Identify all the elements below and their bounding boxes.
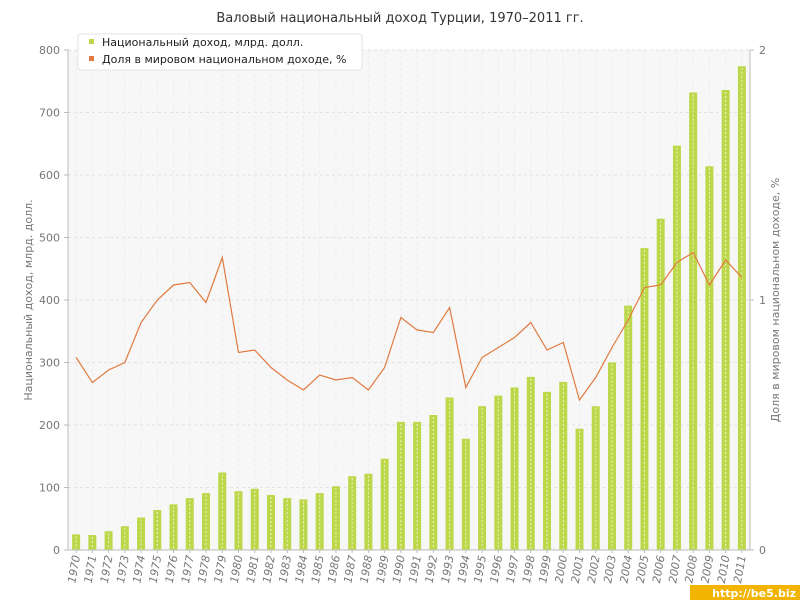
- x-tick-label: 2005: [634, 554, 652, 584]
- x-tick-label: 1996: [488, 554, 506, 584]
- x-tick-label: 2003: [601, 554, 619, 584]
- x-tick-label: 1971: [82, 554, 100, 584]
- x-tick-label: 1975: [147, 554, 165, 584]
- legend-label-bar: Национальный доход, млрд. долл.: [102, 36, 303, 49]
- bar[interactable]: [299, 499, 308, 550]
- bar[interactable]: [494, 395, 503, 550]
- bar[interactable]: [510, 387, 519, 551]
- y-tick-label-left: 0: [53, 544, 60, 557]
- x-tick-label: 2008: [682, 554, 700, 584]
- watermark[interactable]: http://be5.biz: [690, 585, 800, 600]
- legend-label-line: Доля в мировом национальном доходе, %: [102, 53, 346, 66]
- y-tick-label-left: 500: [39, 232, 60, 245]
- line-series: [75, 251, 743, 402]
- x-tick-label: 1976: [163, 554, 181, 584]
- x-tick-label: 1972: [98, 554, 116, 584]
- x-tick-label: 2011: [731, 554, 749, 584]
- y-tick-label-left: 800: [39, 44, 60, 57]
- y-tick-label-right: 2: [759, 44, 766, 57]
- y-tick-label-right: 1: [759, 294, 766, 307]
- x-tick-label: 2010: [715, 554, 733, 584]
- bar[interactable]: [202, 493, 211, 550]
- x-tick-label: 2007: [666, 554, 684, 584]
- y-tick-label-left: 300: [39, 357, 60, 370]
- x-tick-label: 1986: [325, 554, 343, 584]
- x-tick-label: 1988: [358, 554, 376, 584]
- x-tick-label: 1983: [277, 554, 295, 584]
- x-tick-label: 1998: [520, 554, 538, 584]
- bar[interactable]: [575, 428, 584, 550]
- x-tick-label: 1981: [244, 554, 262, 584]
- x-tick-label: 2002: [585, 554, 603, 584]
- bar[interactable]: [445, 397, 454, 551]
- x-tick-label: 1970: [65, 554, 83, 584]
- bar[interactable]: [737, 66, 746, 550]
- x-tick-label: 1974: [130, 554, 148, 584]
- plot-area: [68, 50, 750, 550]
- bar[interactable]: [607, 362, 616, 551]
- x-tick-label: 1973: [114, 554, 132, 584]
- legend-swatch-line: [89, 56, 94, 61]
- x-tick-label: 1999: [536, 554, 554, 584]
- y-tick-label-left: 200: [39, 419, 60, 432]
- x-tick-label: 1978: [195, 554, 213, 584]
- y-tick-label-right: 0: [759, 544, 766, 557]
- bar[interactable]: [348, 476, 357, 550]
- bar[interactable]: [185, 498, 194, 550]
- bar[interactable]: [137, 517, 146, 551]
- x-tick-label: 2009: [699, 554, 717, 584]
- right-y-ticks: 0 1 2: [750, 44, 766, 557]
- x-tick-label: 2000: [553, 554, 571, 584]
- x-tick-label: 1990: [390, 554, 408, 584]
- x-tick-label: 2004: [618, 554, 636, 584]
- x-tick-label: 1997: [504, 554, 522, 584]
- x-tick-label: 1993: [439, 554, 457, 584]
- x-tick-label: 1992: [423, 554, 441, 584]
- line-path[interactable]: [75, 251, 743, 402]
- x-tick-label: 1991: [406, 554, 424, 584]
- bar[interactable]: [559, 381, 568, 550]
- x-tick-label: 1984: [293, 554, 311, 584]
- bar[interactable]: [380, 458, 389, 550]
- bar[interactable]: [656, 218, 665, 550]
- right-axis-label: Доля в мировом национальном доходе, %: [769, 178, 782, 422]
- bar[interactable]: [283, 498, 292, 550]
- x-tick-label: 1980: [228, 554, 246, 584]
- watermark-bg: [690, 585, 800, 600]
- x-tick-label: 1989: [374, 554, 392, 584]
- watermark-link[interactable]: http://be5.biz: [712, 587, 796, 600]
- x-tick-label: 1985: [309, 554, 327, 584]
- chart-title: Валовый национальный доход Турции, 1970–…: [216, 11, 583, 26]
- x-tick-label: 1977: [179, 554, 197, 584]
- y-tick-label-left: 600: [39, 169, 60, 182]
- bar[interactable]: [315, 493, 324, 550]
- x-tick-label: 2006: [650, 554, 668, 584]
- x-ticks: 1970197119721973197419751976197719781979…: [65, 550, 749, 584]
- bar[interactable]: [413, 421, 422, 550]
- y-tick-label-left: 700: [39, 107, 60, 120]
- x-tick-label: 1979: [212, 554, 230, 584]
- bar[interactable]: [234, 491, 243, 550]
- bar[interactable]: [689, 92, 698, 551]
- bar[interactable]: [396, 421, 405, 550]
- x-tick-label: 1982: [260, 554, 278, 584]
- legend: Национальный доход, млрд. долл. Доля в м…: [77, 33, 363, 71]
- y-tick-label-left: 100: [39, 482, 60, 495]
- x-tick-label: 1994: [455, 554, 473, 584]
- x-tick-label: 2001: [569, 554, 587, 584]
- x-tick-label: 1995: [471, 554, 489, 584]
- bar[interactable]: [104, 531, 113, 550]
- bar-series: [72, 66, 746, 550]
- left-y-ticks: 0 100 200 300 400 500 600 700 800: [39, 44, 68, 557]
- left-axis-label: Национальный доход, млрд. долл.: [22, 199, 35, 400]
- legend-swatch-bar: [89, 39, 94, 44]
- y-tick-label-left: 400: [39, 294, 60, 307]
- legend-box: [77, 33, 363, 71]
- x-tick-label: 1987: [341, 554, 359, 584]
